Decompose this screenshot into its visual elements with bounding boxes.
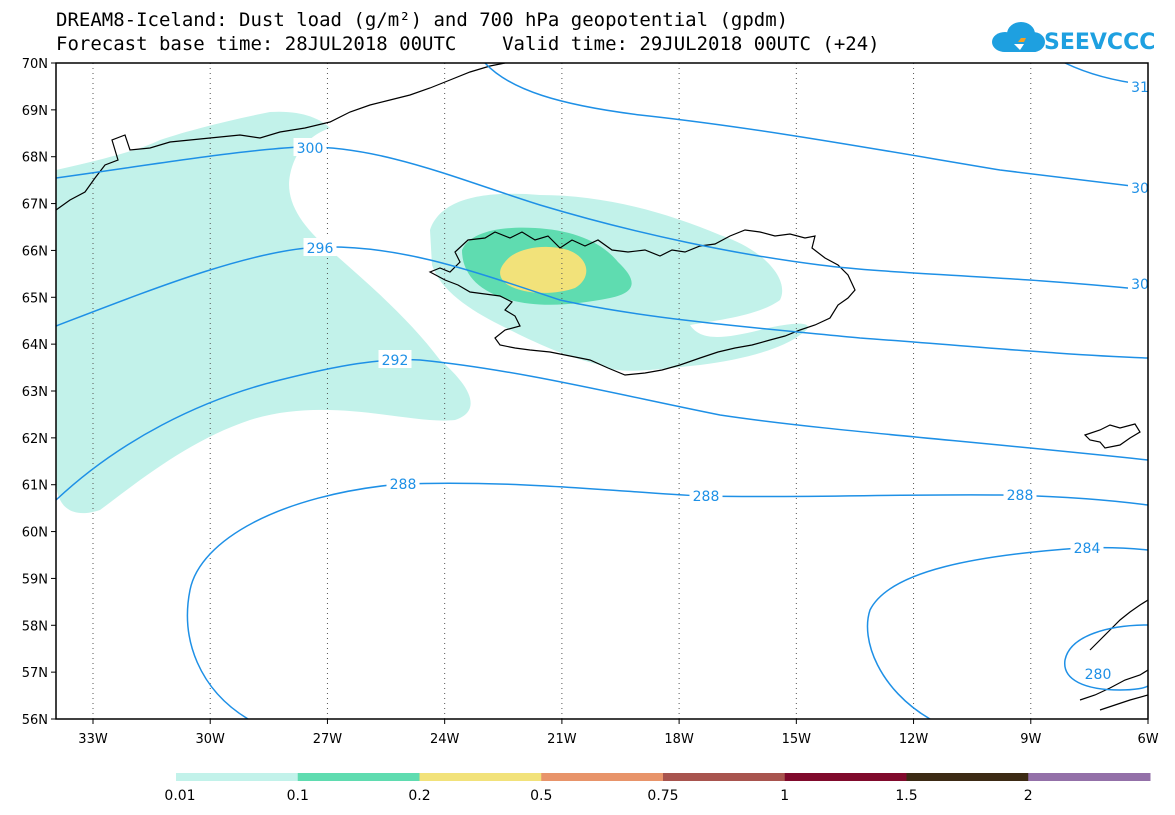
colorbar-swatch — [541, 773, 664, 781]
contour-284 — [866, 546, 1148, 719]
contour-label-bg — [1128, 178, 1152, 196]
colorbar-label: 0.1 — [287, 788, 309, 804]
colorbar-swatch — [297, 773, 420, 781]
contour-label: 30 — [1131, 277, 1149, 293]
colorbar-swatch — [663, 773, 786, 781]
contour-280 — [1064, 624, 1148, 691]
contour-label-bg — [1070, 538, 1104, 556]
geopotential-contours — [56, 63, 1148, 719]
lon-label: 9W — [1020, 732, 1041, 747]
lon-label: 21W — [547, 732, 577, 747]
contour-labels: 300 296 292 288 288 288 284 280 30 30 31 — [293, 77, 1152, 683]
lat-label: 60N — [22, 526, 48, 541]
colorbar-swatch — [906, 773, 1029, 781]
contour-label: 31 — [1131, 80, 1149, 96]
contour-label: 280 — [1085, 667, 1112, 683]
colorbar-swatch — [419, 773, 542, 781]
colorbar-label: 0.75 — [647, 788, 678, 804]
contour-label-bg — [303, 238, 337, 256]
greenland-coast — [56, 63, 506, 211]
dust-region-west — [56, 111, 471, 514]
lat-label: 62N — [22, 432, 48, 447]
lat-label: 70N — [22, 57, 48, 72]
lat-label: 56N — [22, 713, 48, 728]
contour-304 — [484, 63, 1148, 189]
map-subtitle: Forecast base time: 28JUL2018 00UTC Vali… — [56, 33, 880, 55]
contour-300 — [56, 146, 1148, 291]
seevccc-logo: SEEVCCC — [992, 22, 1155, 55]
longitude-axis: 33W 30W 27W 24W 21W 18W 15W 12W 9W 6W — [78, 719, 1159, 747]
faroe-coast — [1083, 423, 1141, 449]
lat-label: 66N — [22, 244, 48, 259]
contour-label-bg — [1081, 664, 1115, 682]
dust-shading — [56, 111, 808, 514]
iceland-coast — [428, 229, 856, 376]
latitude-axis: 70N 69N 68N 67N 66N 65N 64N 63N 62N 61N 60N 59N 58N 5… — [22, 57, 56, 728]
lon-label: 12W — [899, 732, 929, 747]
contour-label-bg — [1128, 77, 1152, 95]
lat-label: 65N — [22, 291, 48, 306]
dust-region-high — [500, 246, 587, 293]
colorbar: 0.01 0.1 0.2 0.5 0.75 1 1.5 2 — [164, 773, 1151, 804]
lat-label: 63N — [22, 385, 48, 400]
colorbar-label: 1 — [780, 788, 789, 804]
lat-label: 67N — [22, 198, 48, 213]
contour-label-bg — [1128, 274, 1152, 292]
colorbar-label: 1.5 — [895, 788, 917, 804]
colorbar-label: 0.2 — [408, 788, 430, 804]
lon-label: 33W — [78, 732, 108, 747]
colorbar-swatch — [784, 773, 907, 781]
lat-label: 61N — [22, 479, 48, 494]
contour-label: 288 — [390, 477, 417, 493]
contour-label-bg — [293, 138, 327, 156]
lat-label: 58N — [22, 619, 48, 634]
colorbar-label: 0.5 — [530, 788, 552, 804]
colorbar-label: 2 — [1024, 788, 1033, 804]
contour-label: 292 — [382, 353, 409, 369]
lon-label: 6W — [1137, 732, 1158, 747]
lat-label: 64N — [22, 338, 48, 353]
contour-288 — [186, 482, 1148, 719]
lat-label: 69N — [22, 104, 48, 119]
contour-label-bg — [689, 486, 723, 504]
coastlines — [56, 63, 1148, 711]
contour-label-bg — [378, 350, 412, 368]
contour-label: 288 — [693, 489, 720, 505]
contour-292 — [56, 358, 1148, 501]
scotland-coast — [1079, 599, 1148, 711]
contour-label-bg — [1003, 485, 1037, 503]
lat-label: 68N — [22, 151, 48, 166]
lat-label: 57N — [22, 666, 48, 681]
contour-label: 300 — [297, 141, 324, 157]
lon-label: 18W — [664, 732, 694, 747]
lon-label: 30W — [196, 732, 226, 747]
contour-label: 296 — [307, 241, 334, 257]
colorbar-swatch — [1028, 773, 1151, 781]
contour-label: 284 — [1074, 541, 1101, 557]
logo-text: SEEVCCC — [1044, 30, 1155, 55]
lon-label: 24W — [430, 732, 460, 747]
colorbar-swatch — [176, 773, 299, 781]
contour-296 — [56, 246, 1148, 359]
contour-label: 288 — [1007, 488, 1034, 504]
lon-label: 27W — [313, 732, 343, 747]
lon-label: 15W — [782, 732, 812, 747]
lat-label: 59N — [22, 572, 48, 587]
colorbar-label: 0.01 — [164, 788, 195, 804]
cloud-icon — [992, 22, 1045, 52]
contour-label-bg — [386, 474, 420, 492]
map-title: DREAM8-Iceland: Dust load (g/m²) and 700… — [56, 9, 789, 31]
contour-label: 30 — [1131, 181, 1149, 197]
